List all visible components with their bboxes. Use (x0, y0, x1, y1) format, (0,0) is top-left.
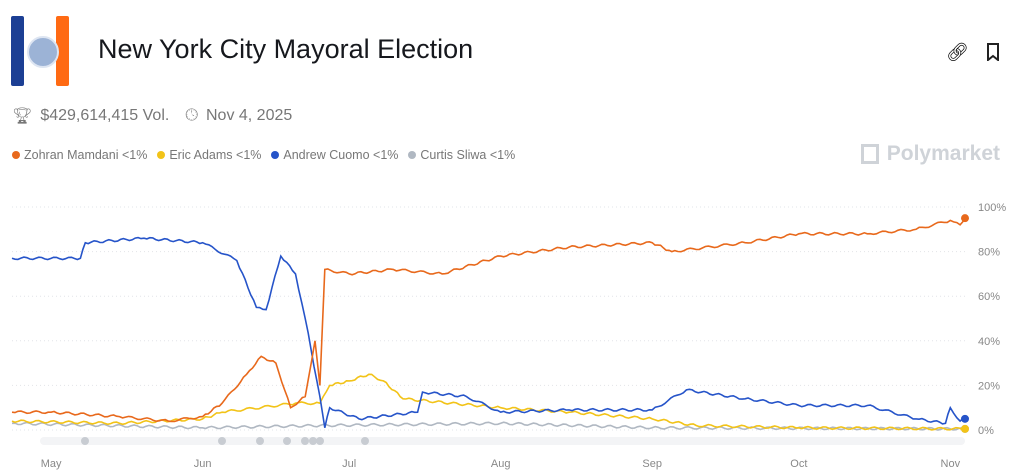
y-tick-label: 80% (978, 247, 1000, 259)
x-tick-label: May (41, 458, 62, 470)
x-tick-label: Jun (194, 458, 212, 470)
volume: $429,614,415 Vol. (40, 107, 170, 124)
series-end-dot (961, 214, 969, 223)
x-tick-label: Jul (342, 458, 356, 470)
series-end-dot (961, 414, 969, 423)
x-tick-label: Sep (642, 458, 662, 470)
timeline-scrubber (40, 437, 965, 445)
y-tick-label: 0% (978, 425, 994, 437)
trophy-icon: 🏆︎ (12, 108, 33, 125)
event-marker (361, 437, 369, 445)
x-tick-label: Oct (790, 458, 807, 470)
y-tick-label: 40% (978, 336, 1000, 348)
event-marker (218, 437, 226, 445)
clock-icon: 🕓︎ (185, 107, 198, 124)
link-icon[interactable]: 🔗︎ (946, 42, 969, 62)
event-marker (309, 437, 317, 445)
event-marker (316, 437, 324, 445)
legend-item: Curtis Sliwa <1% (408, 148, 515, 162)
page-title: New York City Mayoral Election (98, 34, 474, 64)
legend: Zohran Mamdani <1% Eric Adams <1% Andrew… (12, 148, 515, 162)
legend-item: Andrew Cuomo <1% (271, 148, 398, 162)
series-line-zohran-mamdani (11, 217, 966, 423)
event-marker (81, 437, 89, 445)
y-tick-label: 60% (978, 291, 1000, 303)
y-tick-label: 100% (978, 202, 1006, 214)
series-line-andrew-cuomo (11, 236, 966, 428)
polymarket-logo: Polymarket (860, 142, 1000, 166)
legend-item: Eric Adams <1% (157, 148, 261, 162)
x-tick-label: Nov (941, 458, 961, 470)
series-line-curtis-sliwa (11, 421, 966, 431)
event-marker (283, 437, 291, 445)
x-tick-label: Aug (491, 458, 511, 470)
end-date: Nov 4, 2025 (205, 107, 293, 124)
bookmark-icon[interactable] (986, 43, 1000, 61)
y-tick-label: 20% (978, 380, 1000, 392)
nyc-flag-logo (11, 16, 71, 86)
series-end-dot (961, 424, 969, 433)
legend-item: Zohran Mamdani <1% (12, 148, 147, 162)
event-marker (256, 437, 264, 445)
event-marker (301, 437, 309, 445)
